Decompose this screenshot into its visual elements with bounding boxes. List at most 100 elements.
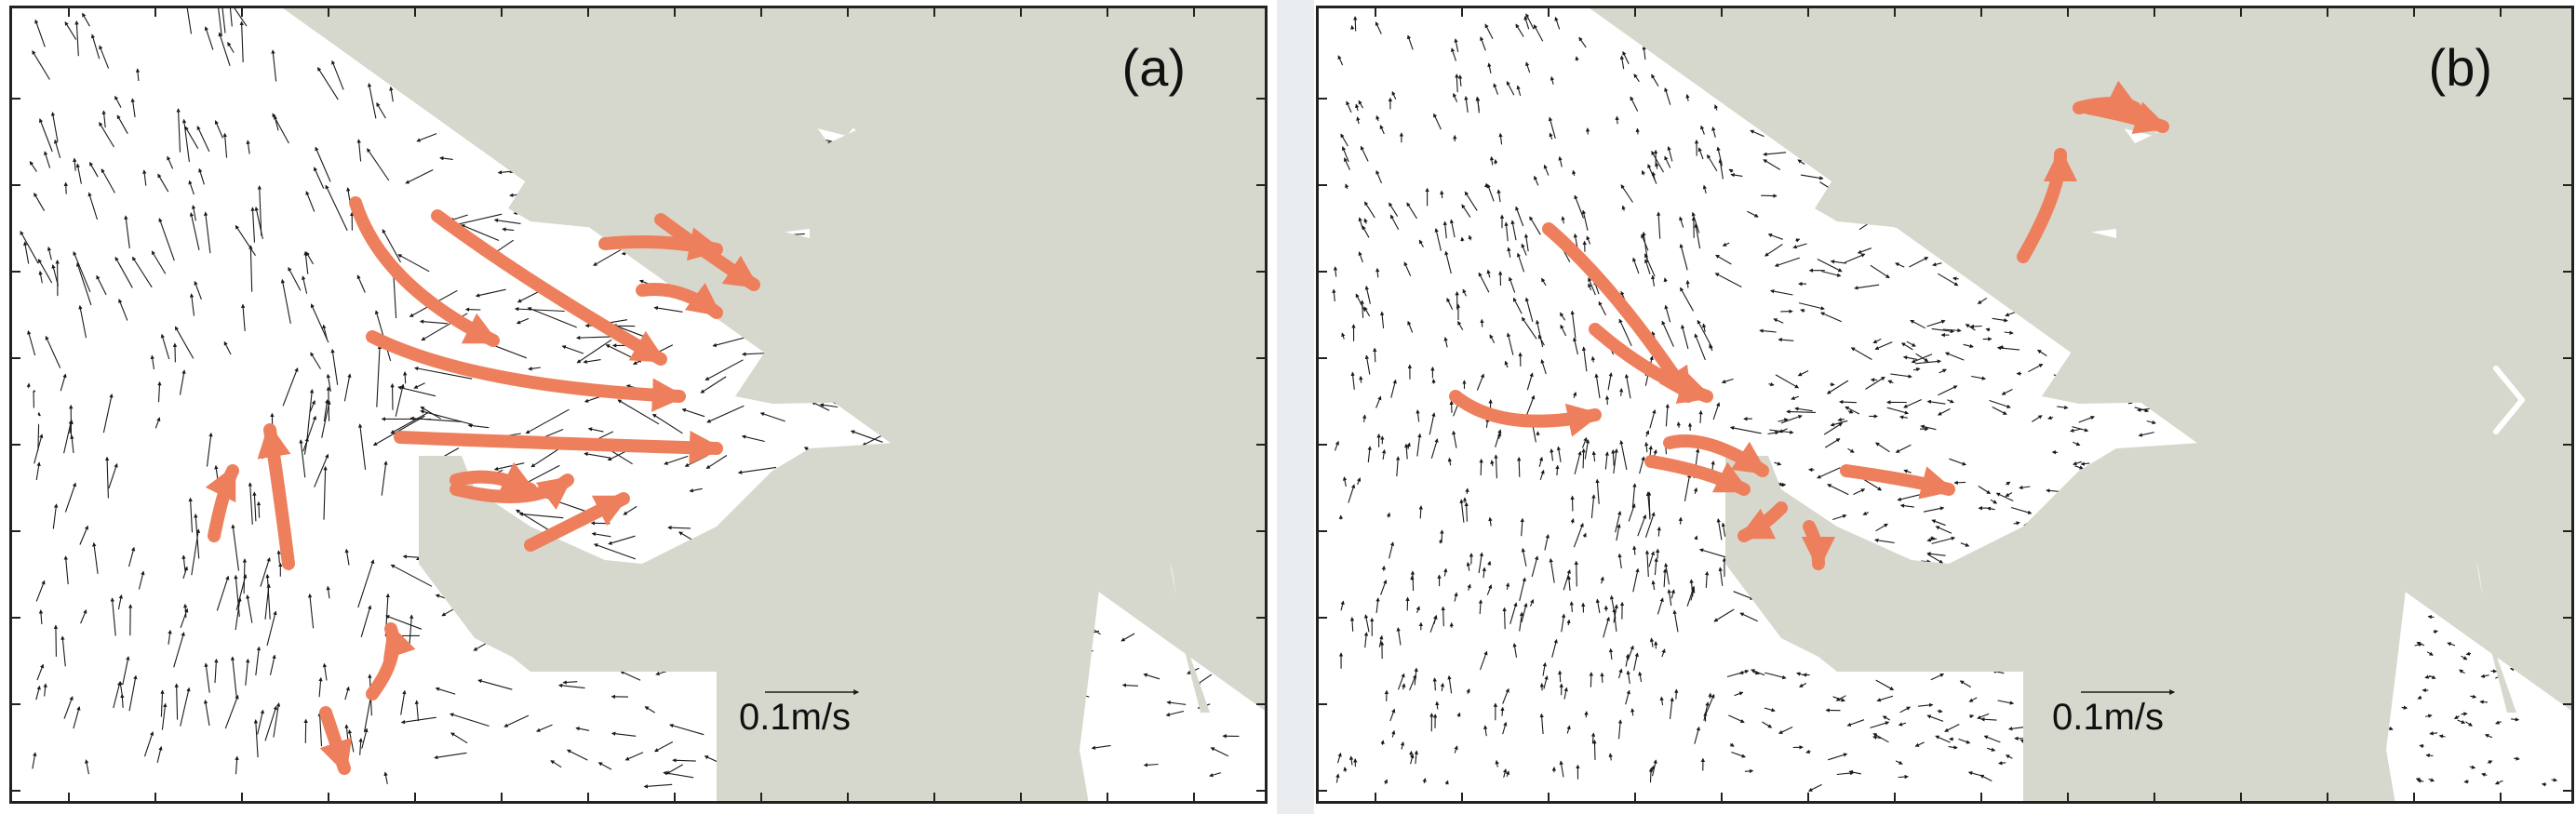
- velocity-vector: [1459, 499, 1465, 523]
- velocity-vector: [1449, 400, 1454, 413]
- velocity-vector: [323, 465, 328, 520]
- velocity-vector: [99, 45, 110, 69]
- velocity-vector: [343, 373, 352, 402]
- velocity-vector: [681, 407, 705, 418]
- velocity-vector: [82, 12, 90, 27]
- velocity-vector: [73, 706, 81, 729]
- velocity-vector: [1531, 555, 1539, 578]
- velocity-vector: [108, 462, 118, 489]
- velocity-vector: [1375, 21, 1382, 34]
- velocity-vector: [607, 450, 627, 461]
- velocity-vector: [1830, 260, 1846, 264]
- velocity-vector: [1479, 458, 1483, 476]
- velocity-vector: [1350, 24, 1355, 30]
- velocity-vector: [240, 303, 246, 332]
- velocity-vector: [435, 687, 456, 695]
- velocity-vector: [45, 335, 61, 368]
- prev-image-button[interactable]: [7, 344, 63, 456]
- velocity-vector: [196, 126, 210, 153]
- velocity-vector: [1681, 324, 1689, 350]
- velocity-vector: [1584, 711, 1589, 718]
- velocity-vector: [104, 456, 110, 499]
- velocity-vector: [1618, 387, 1624, 396]
- velocity-vector: [1850, 347, 1872, 360]
- velocity-vector: [1362, 414, 1367, 422]
- velocity-vector: [188, 180, 195, 195]
- velocity-vector: [644, 706, 655, 714]
- velocity-vector: [87, 192, 99, 220]
- next-image-button[interactable]: [2481, 344, 2537, 456]
- velocity-vector: [535, 724, 553, 732]
- velocity-vector: [2494, 780, 2503, 785]
- velocity-vector: [118, 299, 128, 321]
- velocity-vector: [1549, 132, 1553, 140]
- velocity-vector: [413, 382, 425, 389]
- velocity-vector: [1701, 323, 1707, 333]
- flow-arrow: [394, 430, 724, 465]
- velocity-vector: [357, 423, 367, 470]
- velocity-vector: [389, 86, 394, 102]
- velocity-vector: [1621, 205, 1626, 211]
- velocity-vector: [361, 727, 369, 749]
- velocity-vector: [1630, 96, 1639, 112]
- velocity-vector: [1166, 701, 1187, 705]
- velocity-vector: [1805, 749, 1811, 754]
- velocity-vector: [1415, 606, 1420, 613]
- velocity-vector: [593, 247, 625, 266]
- velocity-vector: [32, 752, 37, 769]
- velocity-vector: [1773, 318, 1784, 324]
- velocity-vector: [288, 266, 302, 291]
- velocity-vector: [2046, 488, 2061, 493]
- panel-label-a: (a): [1121, 38, 1186, 97]
- velocity-vector: [416, 133, 437, 142]
- velocity-vector: [143, 731, 154, 757]
- velocity-vector: [367, 148, 390, 181]
- velocity-vector: [1353, 16, 1358, 32]
- velocity-vector: [591, 531, 611, 538]
- velocity-vector: [1519, 577, 1526, 602]
- velocity-vector: [1209, 772, 1222, 778]
- velocity-vector: [257, 185, 262, 236]
- velocity-vector: [1500, 706, 1505, 716]
- velocity-vector: [653, 305, 683, 313]
- velocity-vector: [1573, 337, 1578, 355]
- velocity-vector: [449, 713, 490, 727]
- velocity-vector: [741, 434, 765, 443]
- velocity-vector: [1121, 683, 1139, 687]
- velocity-vector: [1422, 778, 1427, 784]
- velocity-vector: [643, 783, 673, 789]
- velocity-vector: [1651, 73, 1659, 87]
- velocity-vector: [1728, 168, 1734, 173]
- velocity-vector: [414, 700, 420, 722]
- velocity-vector: [1694, 333, 1706, 361]
- velocity-vector: [664, 455, 689, 465]
- velocity-vector: [325, 184, 348, 232]
- velocity-vector: [322, 662, 328, 681]
- velocity-vector: [514, 306, 565, 313]
- velocity-vector: [449, 214, 468, 221]
- velocity-vector: [116, 114, 128, 134]
- velocity-vector: [120, 693, 125, 708]
- velocity-vector: [562, 680, 578, 685]
- velocity-vector: [1657, 597, 1664, 615]
- velocity-vector: [1906, 340, 1916, 347]
- velocity-vector: [1390, 379, 1397, 398]
- velocity-vector: [1750, 129, 1764, 138]
- velocity-vector: [1938, 385, 1958, 396]
- velocity-vector: [475, 288, 506, 298]
- velocity-vector: [79, 525, 88, 545]
- velocity-vector: [110, 597, 116, 636]
- velocity-vector: [1722, 242, 1730, 247]
- velocity-vector: [235, 597, 242, 631]
- velocity-vector: [122, 656, 130, 686]
- velocity-vector: [128, 674, 138, 712]
- velocity-vector: [1661, 320, 1674, 347]
- velocity-vector: [1897, 494, 1920, 501]
- velocity-vector: [1791, 395, 1799, 400]
- velocity-vector: [264, 583, 271, 620]
- flow-arrow: [2073, 80, 2141, 114]
- velocity-vector: [850, 430, 883, 443]
- velocity-vector: [624, 752, 644, 761]
- velocity-vector: [248, 482, 253, 525]
- velocity-vector: [1674, 688, 1679, 700]
